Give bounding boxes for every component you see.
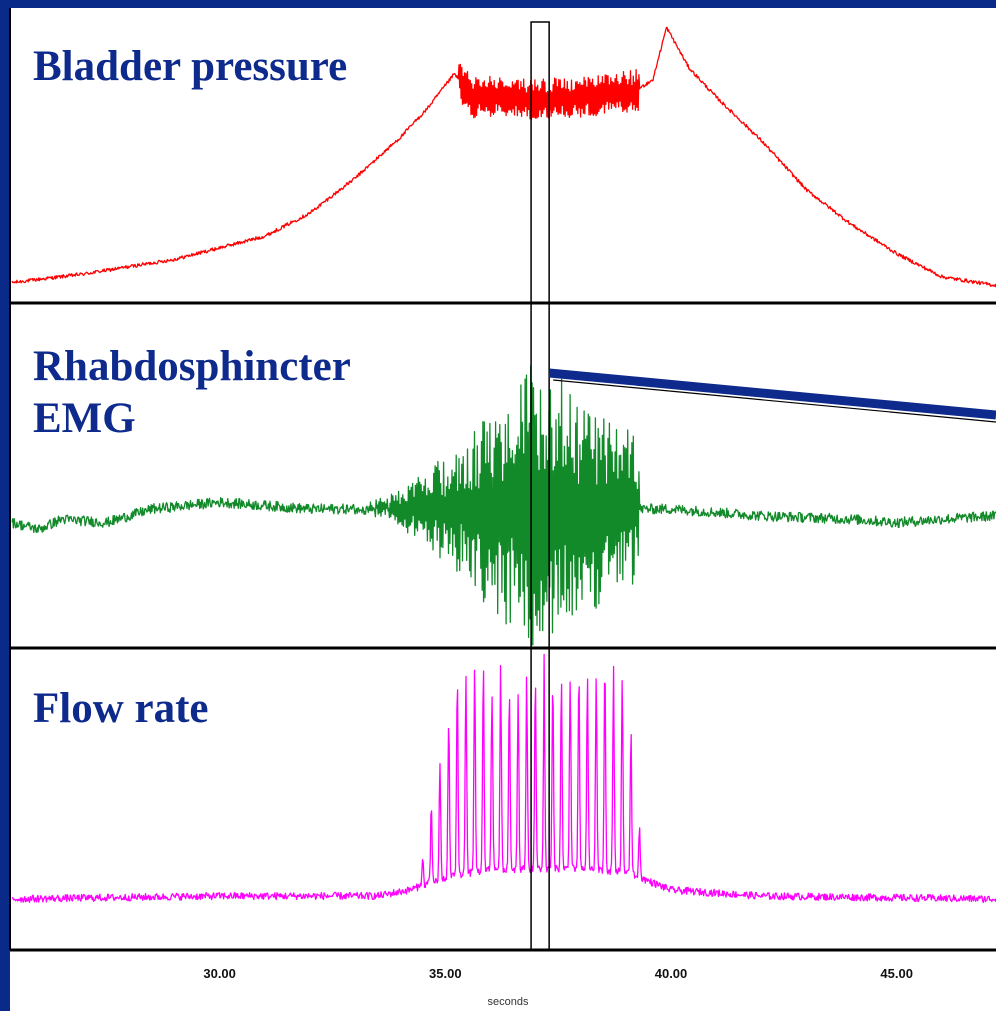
emg-trace <box>11 365 996 646</box>
emg-title-line-2: EMG <box>33 395 136 442</box>
x-tick-label: 35.00 <box>429 966 462 981</box>
x-tick-label: 45.00 <box>880 966 913 981</box>
x-axis-label: seconds <box>488 996 529 1008</box>
x-tick-label: 40.00 <box>655 966 688 981</box>
overlay-layer <box>530 21 996 951</box>
bladder-trace <box>11 26 996 288</box>
emg-panel: Rhabdosphincter EMG <box>11 343 996 646</box>
zoom-connector-line <box>548 368 996 420</box>
x-axis: 30.00 35.00 40.00 45.00 seconds <box>203 966 913 1008</box>
x-tick-label: 30.00 <box>203 966 236 981</box>
emg-title: Rhabdosphincter <box>33 343 351 390</box>
flow-trace <box>11 653 996 904</box>
zoom-connector-shadow <box>553 379 996 423</box>
highlight-window <box>530 21 550 951</box>
bladder-title: Bladder pressure <box>33 43 347 90</box>
flow-title: Flow rate <box>33 685 209 732</box>
bladder-panel: Bladder pressure <box>11 26 996 288</box>
panels-layer: Bladder pressure Rhabdosphincter EMG Flow r… <box>9 8 996 952</box>
flow-panel: Flow rate <box>11 653 996 904</box>
